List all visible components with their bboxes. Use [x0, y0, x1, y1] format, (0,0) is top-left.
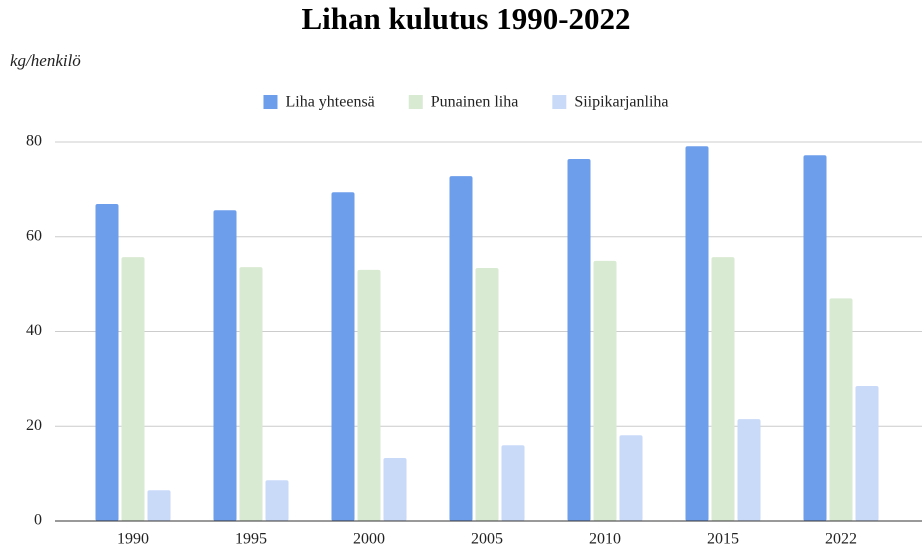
- legend-swatch: [263, 95, 278, 109]
- bar: [475, 268, 499, 521]
- bar: [383, 457, 407, 521]
- x-tick-label: 2000: [353, 531, 385, 548]
- bar: [829, 298, 853, 521]
- bar: [239, 267, 263, 521]
- bar: [737, 419, 761, 521]
- bar: [95, 204, 119, 521]
- bar: [121, 257, 145, 521]
- x-tick-label: 1995: [235, 531, 267, 548]
- legend-label: Siipikarjanliha: [574, 94, 668, 111]
- bar: [449, 176, 473, 522]
- bar: [593, 260, 617, 521]
- x-tick-label: 2015: [707, 531, 739, 548]
- bar: [855, 385, 879, 521]
- y-tick-label: 20: [26, 417, 42, 434]
- y-tick-label: 60: [26, 227, 42, 244]
- y-tick-label: 80: [26, 133, 42, 150]
- legend-label: Liha yhteensä: [285, 94, 374, 111]
- bar: [331, 192, 355, 521]
- y-tick-label: 0: [34, 512, 42, 529]
- bar: [619, 435, 643, 521]
- y-tick-label: 40: [26, 322, 42, 339]
- bar: [147, 490, 171, 521]
- bar: [501, 445, 525, 521]
- legend-swatch: [408, 95, 423, 109]
- bar: [265, 480, 289, 521]
- bar: [685, 146, 709, 522]
- x-tick-label: 2005: [471, 531, 503, 548]
- bar: [711, 257, 735, 521]
- bar: [567, 159, 591, 521]
- bar: [213, 210, 237, 521]
- legend-swatch: [552, 95, 567, 109]
- bar: [357, 269, 381, 521]
- chart-title: Lihan kulutus 1990-2022: [301, 1, 630, 36]
- bar: [803, 155, 827, 521]
- legend-label: Punainen liha: [431, 94, 519, 111]
- x-tick-label: 2010: [589, 531, 621, 548]
- y-axis-label: kg/henkilö: [10, 51, 81, 70]
- x-tick-label: 2022: [825, 531, 857, 548]
- x-tick-label: 1990: [117, 531, 149, 548]
